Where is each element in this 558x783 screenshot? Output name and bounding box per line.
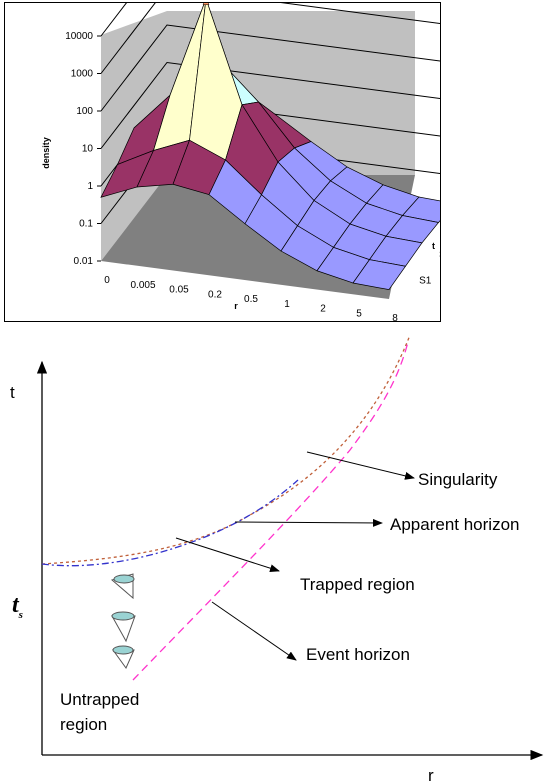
apparent-horizon-arrow xyxy=(234,518,383,527)
x-tick-label: 0 xyxy=(104,275,110,286)
surface-peak xyxy=(202,3,210,5)
untrapped-label-line1: Untrapped xyxy=(60,690,139,709)
x-tick-label: 0.05 xyxy=(169,285,189,296)
x-tick-label: 5 xyxy=(356,308,362,319)
y-tick-label: 10000 xyxy=(65,31,93,42)
x-tick-label: 8 xyxy=(392,313,398,321)
z-axis-label: t xyxy=(432,241,435,251)
x-axis-label: r xyxy=(234,301,238,311)
surface-chart-svg: 10000 1000 100 10 1 0.1 0.01 0 0.005 0.05 0.2 0.5 1… xyxy=(41,3,440,321)
event-horizon-arrow xyxy=(211,601,297,661)
singularity-curve xyxy=(41,334,411,565)
density-surface xyxy=(100,3,440,291)
trapped-region-label: Trapped region xyxy=(300,575,415,594)
y-tick-label: 0.01 xyxy=(74,256,94,267)
light-cone-icon xyxy=(112,645,135,669)
apparent-horizon-label: Apparent horizon xyxy=(390,515,519,534)
y-tick-label: 1 xyxy=(87,181,93,192)
event-horizon-label: Event horizon xyxy=(306,645,410,664)
light-cone-icon xyxy=(111,611,136,643)
singularity-label: Singularity xyxy=(418,470,498,489)
x-tick-label: 0.005 xyxy=(130,280,155,291)
y-axis-ticks: 10000 1000 100 10 1 0.1 0.01 xyxy=(65,31,101,267)
ts-marker: ts xyxy=(12,592,23,621)
y-axis-label: density xyxy=(41,137,51,169)
apparent-horizon-curve xyxy=(41,479,299,567)
density-surface-chart: 10000 1000 100 10 1 0.1 0.01 0 0.005 0.05 0.2 0.5 1… xyxy=(4,2,441,322)
spacetime-diagram: t r ts Singularity Apparent horizon Trap… xyxy=(0,330,558,783)
t-axis-label: t xyxy=(10,383,15,402)
y-tick-label: 100 xyxy=(76,106,93,117)
y-tick-label: 0.1 xyxy=(79,219,93,230)
y-tick-label: 10 xyxy=(82,144,94,155)
x-tick-label: 1 xyxy=(284,299,290,310)
y-tick-label: 1000 xyxy=(71,69,94,80)
untrapped-label-line2: region xyxy=(60,715,107,734)
series-tick-label: S3 xyxy=(439,250,440,261)
diagram-svg: t r ts Singularity Apparent horizon Trap… xyxy=(10,334,544,783)
singularity-arrow xyxy=(306,451,415,480)
x-axis-ticks: 0 0.005 0.05 0.2 0.5 1 2 5 8 xyxy=(104,275,398,321)
r-axis-label: r xyxy=(428,766,434,783)
event-horizon-curve xyxy=(132,341,409,681)
x-tick-label: 2 xyxy=(320,304,326,315)
surface-patch xyxy=(352,259,407,291)
x-tick-label: 0.5 xyxy=(244,294,258,305)
series-tick-label: S1 xyxy=(419,275,432,286)
trapped-region-arrow xyxy=(175,537,280,573)
light-cone-icon xyxy=(110,573,135,600)
series-axis-ticks: S5S3S1 xyxy=(419,250,440,287)
x-tick-label: 0.2 xyxy=(208,289,222,300)
